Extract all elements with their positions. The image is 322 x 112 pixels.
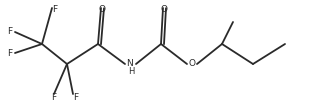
Text: N: N <box>127 58 133 68</box>
Text: F: F <box>73 94 79 102</box>
Text: F: F <box>7 48 13 57</box>
Text: F: F <box>52 94 57 102</box>
Text: O: O <box>99 4 106 14</box>
Text: O: O <box>188 59 195 69</box>
Text: O: O <box>160 4 167 14</box>
Text: F: F <box>7 28 13 37</box>
Text: F: F <box>52 4 58 14</box>
Text: H: H <box>128 67 134 75</box>
